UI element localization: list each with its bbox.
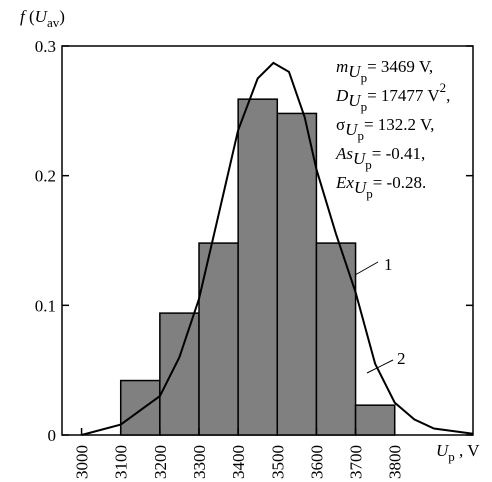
stats-line: AsUp= -0.41, xyxy=(335,144,425,172)
y-tick-label: 0 xyxy=(48,426,57,445)
annotation: 2 xyxy=(397,349,406,368)
y-tick-label: 0.3 xyxy=(35,37,56,56)
bar xyxy=(237,98,279,436)
label-part: U xyxy=(354,178,368,197)
label-part: p xyxy=(361,70,368,85)
y-tick-label: 0.1 xyxy=(35,296,56,315)
label-part: U xyxy=(353,149,367,168)
label-part: p xyxy=(366,186,373,201)
x-tick-label: 3800 xyxy=(386,445,405,479)
label-part: p xyxy=(365,157,372,172)
label-part: D xyxy=(335,86,349,105)
stats-line: σUp= 132.2 V, xyxy=(336,115,434,143)
stats-line: mUp= 3469 V, xyxy=(336,57,433,85)
label-part: U xyxy=(436,441,450,460)
label-part: , V xyxy=(455,441,480,460)
bar xyxy=(276,112,318,436)
leader-line xyxy=(354,261,379,276)
label-part: = 17477 V xyxy=(367,86,440,105)
label-part: = 3469 V, xyxy=(367,57,433,76)
x-tick-label: 3100 xyxy=(112,445,131,479)
x-tick-label: 3000 xyxy=(73,445,92,479)
label-part: = -0.41, xyxy=(372,144,426,163)
label-part: av xyxy=(47,15,60,30)
x-tick-label: 3300 xyxy=(190,445,209,479)
label-part: f xyxy=(20,7,27,26)
label-part: m xyxy=(336,57,348,76)
x-tick-label: 3700 xyxy=(347,445,366,479)
x-tick-label: 3500 xyxy=(268,445,287,479)
bar xyxy=(119,379,161,436)
label-part: Ex xyxy=(335,173,354,192)
fit-curve xyxy=(81,61,474,436)
label-part: U xyxy=(35,7,49,26)
x-tick-label: 3200 xyxy=(151,445,170,479)
label-part: σ xyxy=(336,115,345,134)
y-tick-label: 0.2 xyxy=(35,167,56,186)
y-axis-label: f (Uav) xyxy=(20,7,65,30)
label-part: U xyxy=(345,120,359,139)
label-part: U xyxy=(348,91,362,110)
bar xyxy=(198,242,239,436)
stats-line: ExUp= -0.28. xyxy=(335,173,426,201)
label-part: , xyxy=(446,86,450,105)
bar xyxy=(159,312,200,436)
x-axis-label: Up , V xyxy=(436,441,480,464)
bar xyxy=(354,404,396,436)
label-part: = -0.28. xyxy=(373,173,427,192)
label-part: 2 xyxy=(440,80,447,95)
label-part: p xyxy=(357,128,364,143)
annotation: 1 xyxy=(384,255,393,274)
leader-line xyxy=(366,359,394,374)
label-part: = 132.2 V, xyxy=(364,115,434,134)
label-part: ( xyxy=(25,7,35,26)
x-tick-label: 3400 xyxy=(229,445,248,479)
x-tick-label: 3600 xyxy=(307,445,326,479)
label-part: U xyxy=(348,62,362,81)
label-part: As xyxy=(335,144,353,163)
label-part: ) xyxy=(59,7,65,26)
label-part: p xyxy=(361,99,368,114)
label-part: p xyxy=(448,449,455,464)
stats-line: DUp= 17477 V2, xyxy=(335,80,450,114)
